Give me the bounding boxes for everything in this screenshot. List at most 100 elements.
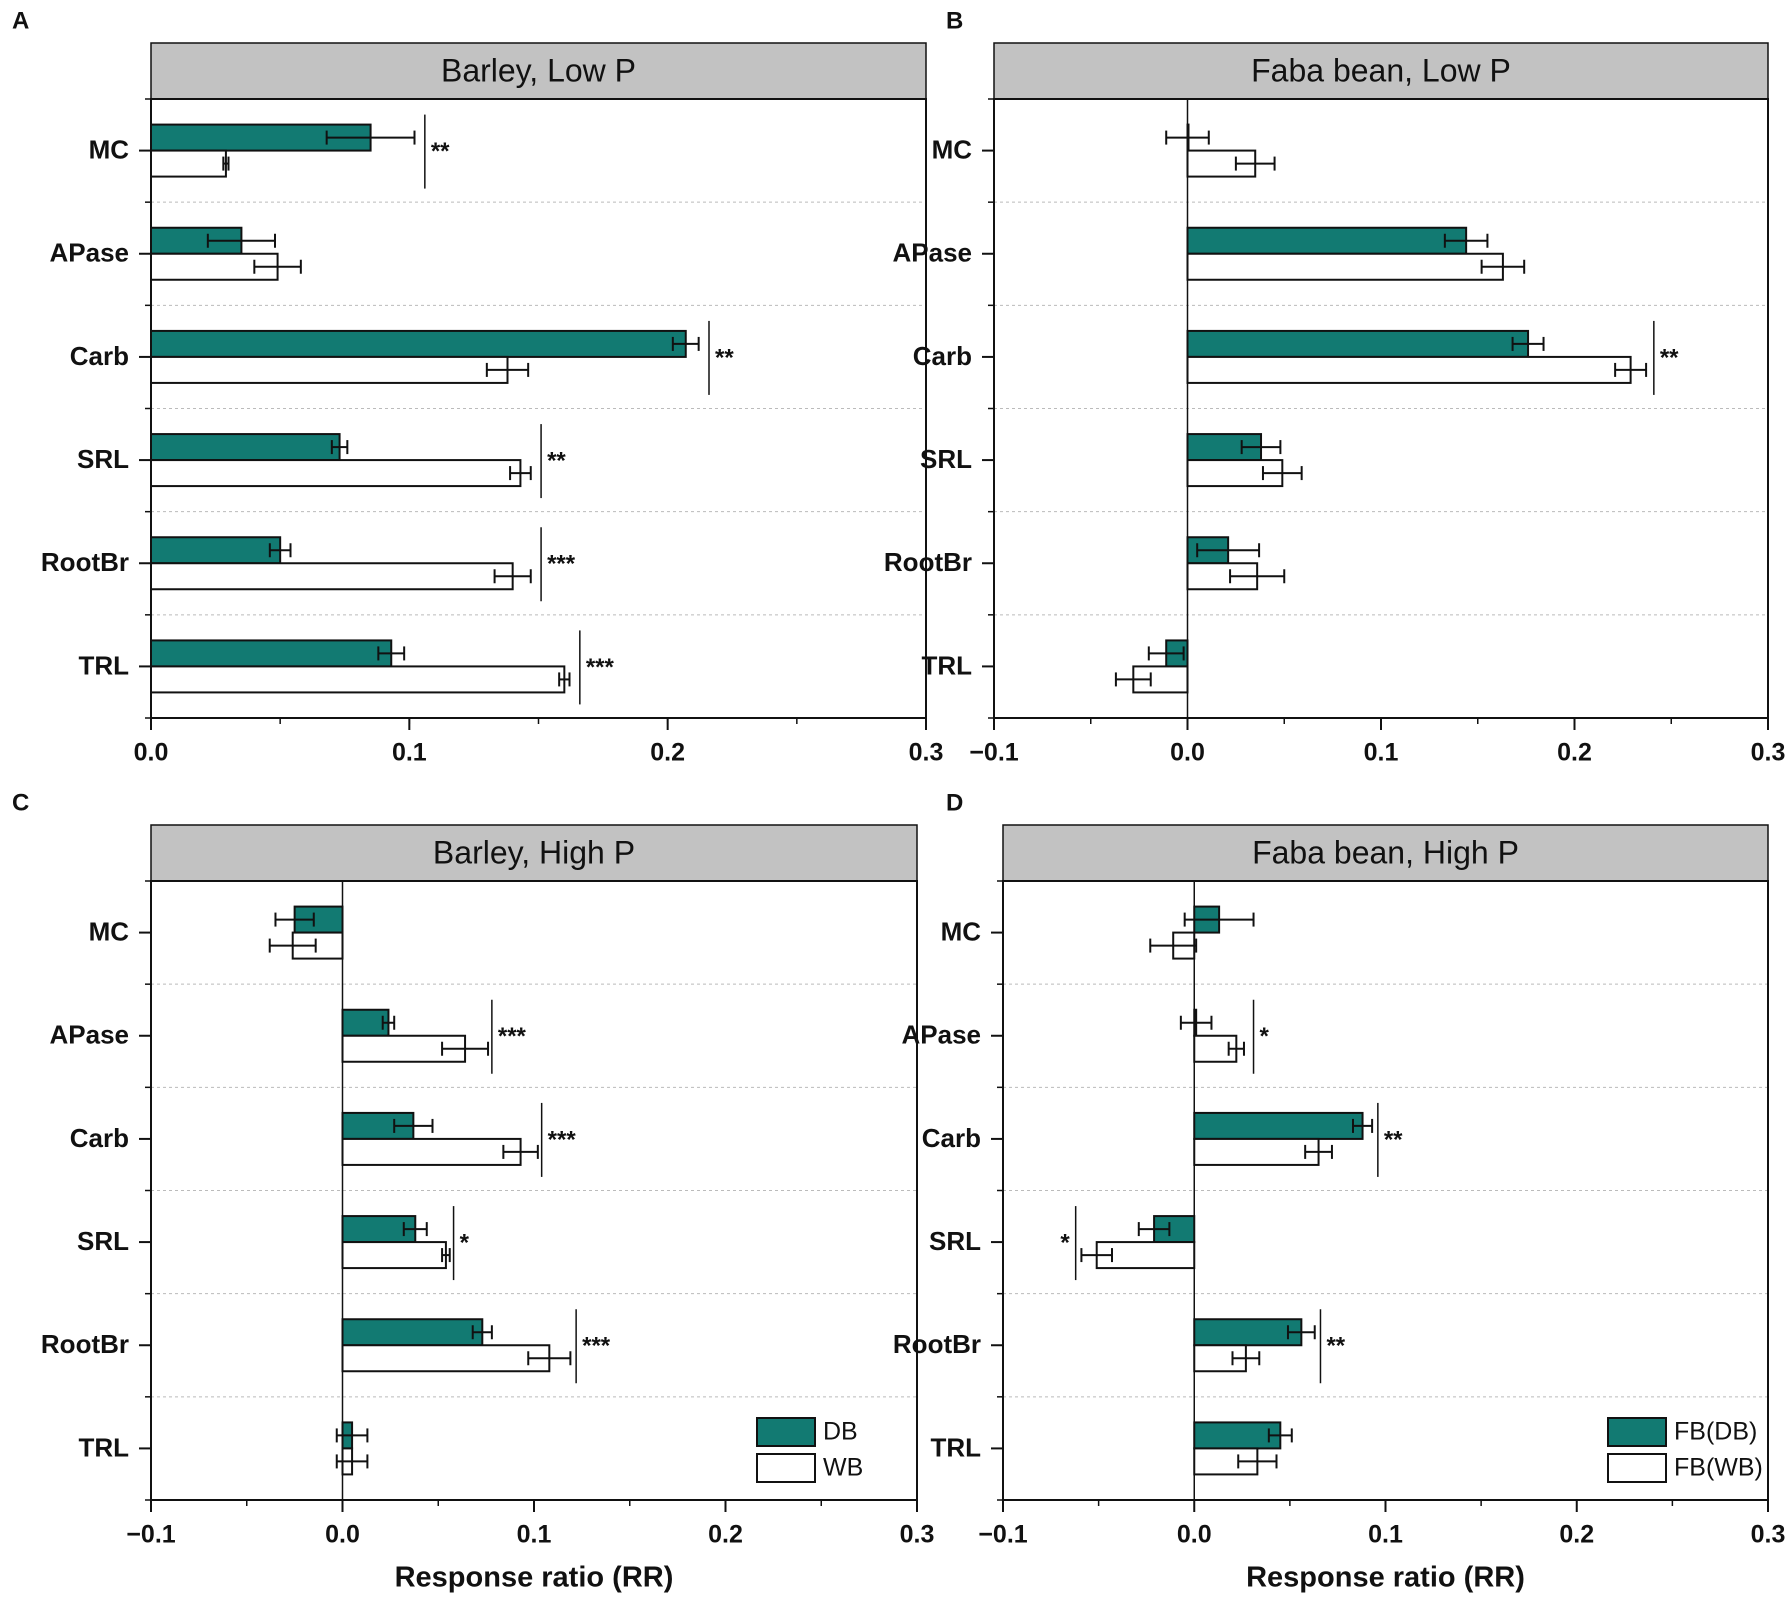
- bar-series1: [1193, 1421, 1282, 1450]
- bar-series1: [1186, 329, 1530, 358]
- panel-header-strip: [150, 42, 927, 100]
- legend: DB WB: [756, 1417, 863, 1483]
- category-label: RootBr: [884, 547, 972, 577]
- panel-title: Faba bean, Low P: [1251, 52, 1511, 88]
- x-tick-label: 0.1: [1364, 739, 1399, 767]
- x-tick-label: 0.3: [1751, 739, 1786, 767]
- bar-series2: [150, 355, 509, 384]
- x-tick-label: 0.2: [650, 739, 685, 767]
- bar-series2: [341, 1241, 447, 1270]
- significance-label: **: [715, 344, 734, 371]
- category-label: MC: [89, 134, 130, 164]
- significance-label: **: [1660, 344, 1679, 371]
- x-tick-label: 0.1: [392, 739, 427, 767]
- panel-letter: D: [946, 789, 963, 816]
- panel-header-strip: [150, 824, 918, 882]
- significance-label: *: [1260, 1023, 1270, 1050]
- x-tick-label: 0.0: [1170, 739, 1205, 767]
- bar-series2: [341, 1344, 551, 1373]
- category-label: Carb: [70, 1123, 129, 1153]
- bar-series2: [150, 665, 566, 694]
- x-tick-label: −0.1: [978, 1521, 1027, 1549]
- category-label: RootBr: [41, 547, 129, 577]
- category-label: APase: [50, 1020, 130, 1050]
- panel-letter: C: [12, 789, 29, 816]
- significance-label: ***: [498, 1023, 527, 1050]
- category-label: Carb: [922, 1123, 981, 1153]
- bar-series1: [341, 1008, 390, 1037]
- legend-swatch: [1607, 1453, 1667, 1483]
- significance-label: **: [1326, 1333, 1345, 1360]
- bar-series2: [1193, 1137, 1320, 1166]
- legend-label: FB(DB): [1674, 1418, 1757, 1446]
- legend-label: FB(WB): [1674, 1454, 1763, 1482]
- legend-label: WB: [823, 1454, 863, 1482]
- bar-series1: [1186, 226, 1468, 255]
- significance-label: **: [547, 447, 566, 474]
- bar-series1: [150, 536, 282, 565]
- bar-series2: [341, 1137, 522, 1166]
- bar-series1: [1193, 1111, 1364, 1140]
- legend-swatch: [756, 1453, 816, 1483]
- x-axis-title: Response ratio (RR): [1246, 1562, 1525, 1594]
- bar-series2: [150, 459, 522, 488]
- category-label: MC: [89, 916, 130, 946]
- significance-label: ***: [582, 1333, 611, 1360]
- panel-letter: B: [946, 7, 963, 34]
- x-tick-label: 0.2: [708, 1521, 743, 1549]
- bar-series1: [150, 329, 687, 358]
- x-tick-label: −0.1: [126, 1521, 175, 1549]
- x-tick-label: 0.3: [909, 739, 944, 767]
- category-label: TRL: [930, 1432, 981, 1462]
- category-label: APase: [50, 238, 130, 268]
- panel-title: Barley, High P: [433, 834, 635, 870]
- panel-title: Barley, Low P: [441, 52, 636, 88]
- category-label: Carb: [913, 341, 972, 371]
- category-label: APase: [893, 238, 973, 268]
- category-label: TRL: [78, 650, 129, 680]
- panel-header-strip: [993, 42, 1769, 100]
- bar-series1: [150, 639, 393, 668]
- category-label: MC: [932, 134, 973, 164]
- x-tick-label: 0.3: [1751, 1521, 1786, 1549]
- x-tick-label: 0.2: [1559, 1521, 1594, 1549]
- x-tick-label: 0.1: [517, 1521, 552, 1549]
- x-axis-title: Response ratio (RR): [395, 1562, 674, 1594]
- legend-swatch: [1607, 1417, 1667, 1447]
- legend-swatch: [756, 1417, 816, 1447]
- legend-label: DB: [823, 1418, 858, 1446]
- significance-label: ***: [586, 654, 615, 681]
- significance-label: *: [460, 1229, 470, 1256]
- category-label: TRL: [921, 650, 972, 680]
- category-label: SRL: [929, 1226, 981, 1256]
- x-tick-label: 0.0: [134, 739, 169, 767]
- bar-series2: [1186, 252, 1504, 281]
- category-label: APase: [902, 1020, 982, 1050]
- bar-series1: [341, 1318, 484, 1347]
- bar-series1: [1193, 1318, 1303, 1347]
- category-label: SRL: [77, 1226, 129, 1256]
- panel-b: B Faba bean, Low P ** MC APase Carb SRL RootBr T…: [884, 7, 1785, 766]
- category-label: SRL: [920, 444, 972, 474]
- category-label: RootBr: [893, 1329, 981, 1359]
- significance-label: **: [1384, 1126, 1403, 1153]
- category-label: TRL: [78, 1432, 129, 1462]
- category-label: MC: [941, 916, 982, 946]
- x-tick-label: 0.0: [325, 1521, 360, 1549]
- x-tick-label: 0.3: [900, 1521, 935, 1549]
- x-tick-label: 0.0: [1177, 1521, 1212, 1549]
- x-tick-label: −0.1: [969, 739, 1018, 767]
- panel-letter: A: [12, 7, 29, 34]
- category-label: RootBr: [41, 1329, 129, 1359]
- bar-series1: [150, 433, 341, 462]
- bar-series2: [1186, 355, 1632, 384]
- significance-label: *: [1060, 1229, 1070, 1256]
- legend: FB(DB) FB(WB): [1607, 1417, 1763, 1483]
- significance-label: ***: [547, 551, 576, 578]
- bar-series2: [150, 149, 227, 178]
- category-label: Carb: [70, 341, 129, 371]
